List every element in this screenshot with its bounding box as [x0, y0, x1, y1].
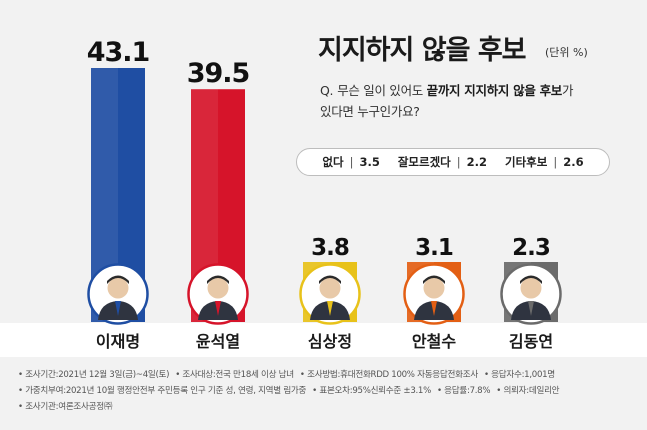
- footer-item: 조사기간:2021년 12월 3일(금)~4일(토): [18, 370, 169, 380]
- avatar-face-icon: [207, 277, 229, 299]
- question-line-2: 있다면 누구인가요?: [320, 104, 420, 119]
- avatar-hair-icon: [520, 275, 542, 284]
- separator: |: [553, 155, 558, 169]
- other-option-value: 2.2: [466, 155, 487, 169]
- avatar-hair-icon: [107, 275, 129, 284]
- other-options-box: 없다 | 3.5 잘모르겠다 | 2.2 기타후보 | 2.6: [296, 148, 610, 176]
- question-line-1: Q. 무슨 일이 있어도 끝까지 지지하지 않을 후보가: [320, 80, 620, 101]
- other-option-label: 기타후보: [505, 155, 548, 169]
- avatar-face-icon: [520, 277, 542, 299]
- footer-line-3: 조사기관:여론조사공정㈜: [18, 399, 638, 415]
- footer-item: 의뢰자:데일리안: [496, 386, 559, 396]
- avatar-tie-icon: [215, 301, 221, 316]
- other-option-other: 기타후보 | 2.6: [505, 154, 584, 170]
- bar-value-label: 3.1: [415, 235, 453, 261]
- avatar-tie-icon: [528, 301, 534, 316]
- footer-item: 조사기관:여론조사공정㈜: [18, 402, 112, 412]
- avatar-tie-icon: [327, 301, 333, 316]
- other-option-value: 2.6: [563, 155, 584, 169]
- other-option-label: 잘모르겠다: [397, 155, 451, 169]
- other-option-label: 없다: [322, 155, 344, 169]
- footer-item: 응답률:7.8%: [437, 386, 491, 396]
- question-part1: 무슨 일이 있어도: [337, 83, 427, 98]
- avatar-hair-icon: [207, 275, 229, 284]
- separator: |: [456, 155, 461, 169]
- separator: |: [349, 155, 354, 169]
- footer-item: 가중치부여:2021년 10월 행정안전부 주민등록 인구 기준 성, 연령, …: [18, 386, 306, 396]
- chart-title: 지지하지 않을 후보: [318, 35, 527, 66]
- other-option-value: 3.5: [359, 155, 380, 169]
- bar-value-label: 3.8: [311, 235, 349, 261]
- bar-value-label: 43.1: [87, 37, 150, 68]
- candidate-name-bar: [0, 323, 647, 357]
- footer-line-1: 조사기간:2021년 12월 3일(금)~4일(토) 조사대상:전국 만18세 이…: [18, 367, 638, 383]
- avatar-tie-icon: [115, 301, 121, 316]
- footer-item: 조사방법:휴대전화RDD 100% 자동응답전화조사: [300, 370, 478, 380]
- survey-footer: 조사기간:2021년 12월 3일(금)~4일(토) 조사대상:전국 만18세 이…: [18, 367, 638, 415]
- footer-item: 응답자수:1,001명: [484, 370, 555, 380]
- question-prefix: Q.: [320, 83, 334, 98]
- footer-item: 표본오차:95%신뢰수준 ±3.1%: [312, 386, 431, 396]
- bar-value-label: 2.3: [512, 235, 550, 261]
- avatar-hair-icon: [423, 275, 445, 284]
- candidate-name-label: 안철수: [412, 332, 456, 351]
- bar-value-label: 39.5: [187, 58, 250, 89]
- other-option-unsure: 잘모르겠다 | 2.2: [398, 154, 487, 170]
- candidate-name-label: 김동연: [509, 332, 553, 351]
- footer-line-2: 가중치부여:2021년 10월 행정안전부 주민등록 인구 기준 성, 연령, …: [18, 383, 638, 399]
- candidate-name-label: 윤석열: [196, 332, 240, 351]
- question-part2: 가: [562, 83, 574, 98]
- unit-label: (단위 %): [545, 46, 588, 59]
- avatar-face-icon: [423, 277, 445, 299]
- question-bold: 끝까지 지지하지 않을 후보: [426, 83, 563, 98]
- other-option-none: 없다 | 3.5: [322, 154, 379, 170]
- avatar-hair-icon: [319, 275, 341, 284]
- avatar-face-icon: [107, 277, 129, 299]
- footer-item: 조사대상:전국 만18세 이상 남녀: [175, 370, 294, 380]
- candidate-name-label: 이재명: [96, 332, 140, 351]
- avatar-tie-icon: [431, 301, 437, 316]
- survey-question: Q. 무슨 일이 있어도 끝까지 지지하지 않을 후보가 있다면 누구인가요?: [320, 80, 620, 122]
- candidate-name-label: 심상정: [308, 332, 352, 351]
- avatar-face-icon: [319, 277, 341, 299]
